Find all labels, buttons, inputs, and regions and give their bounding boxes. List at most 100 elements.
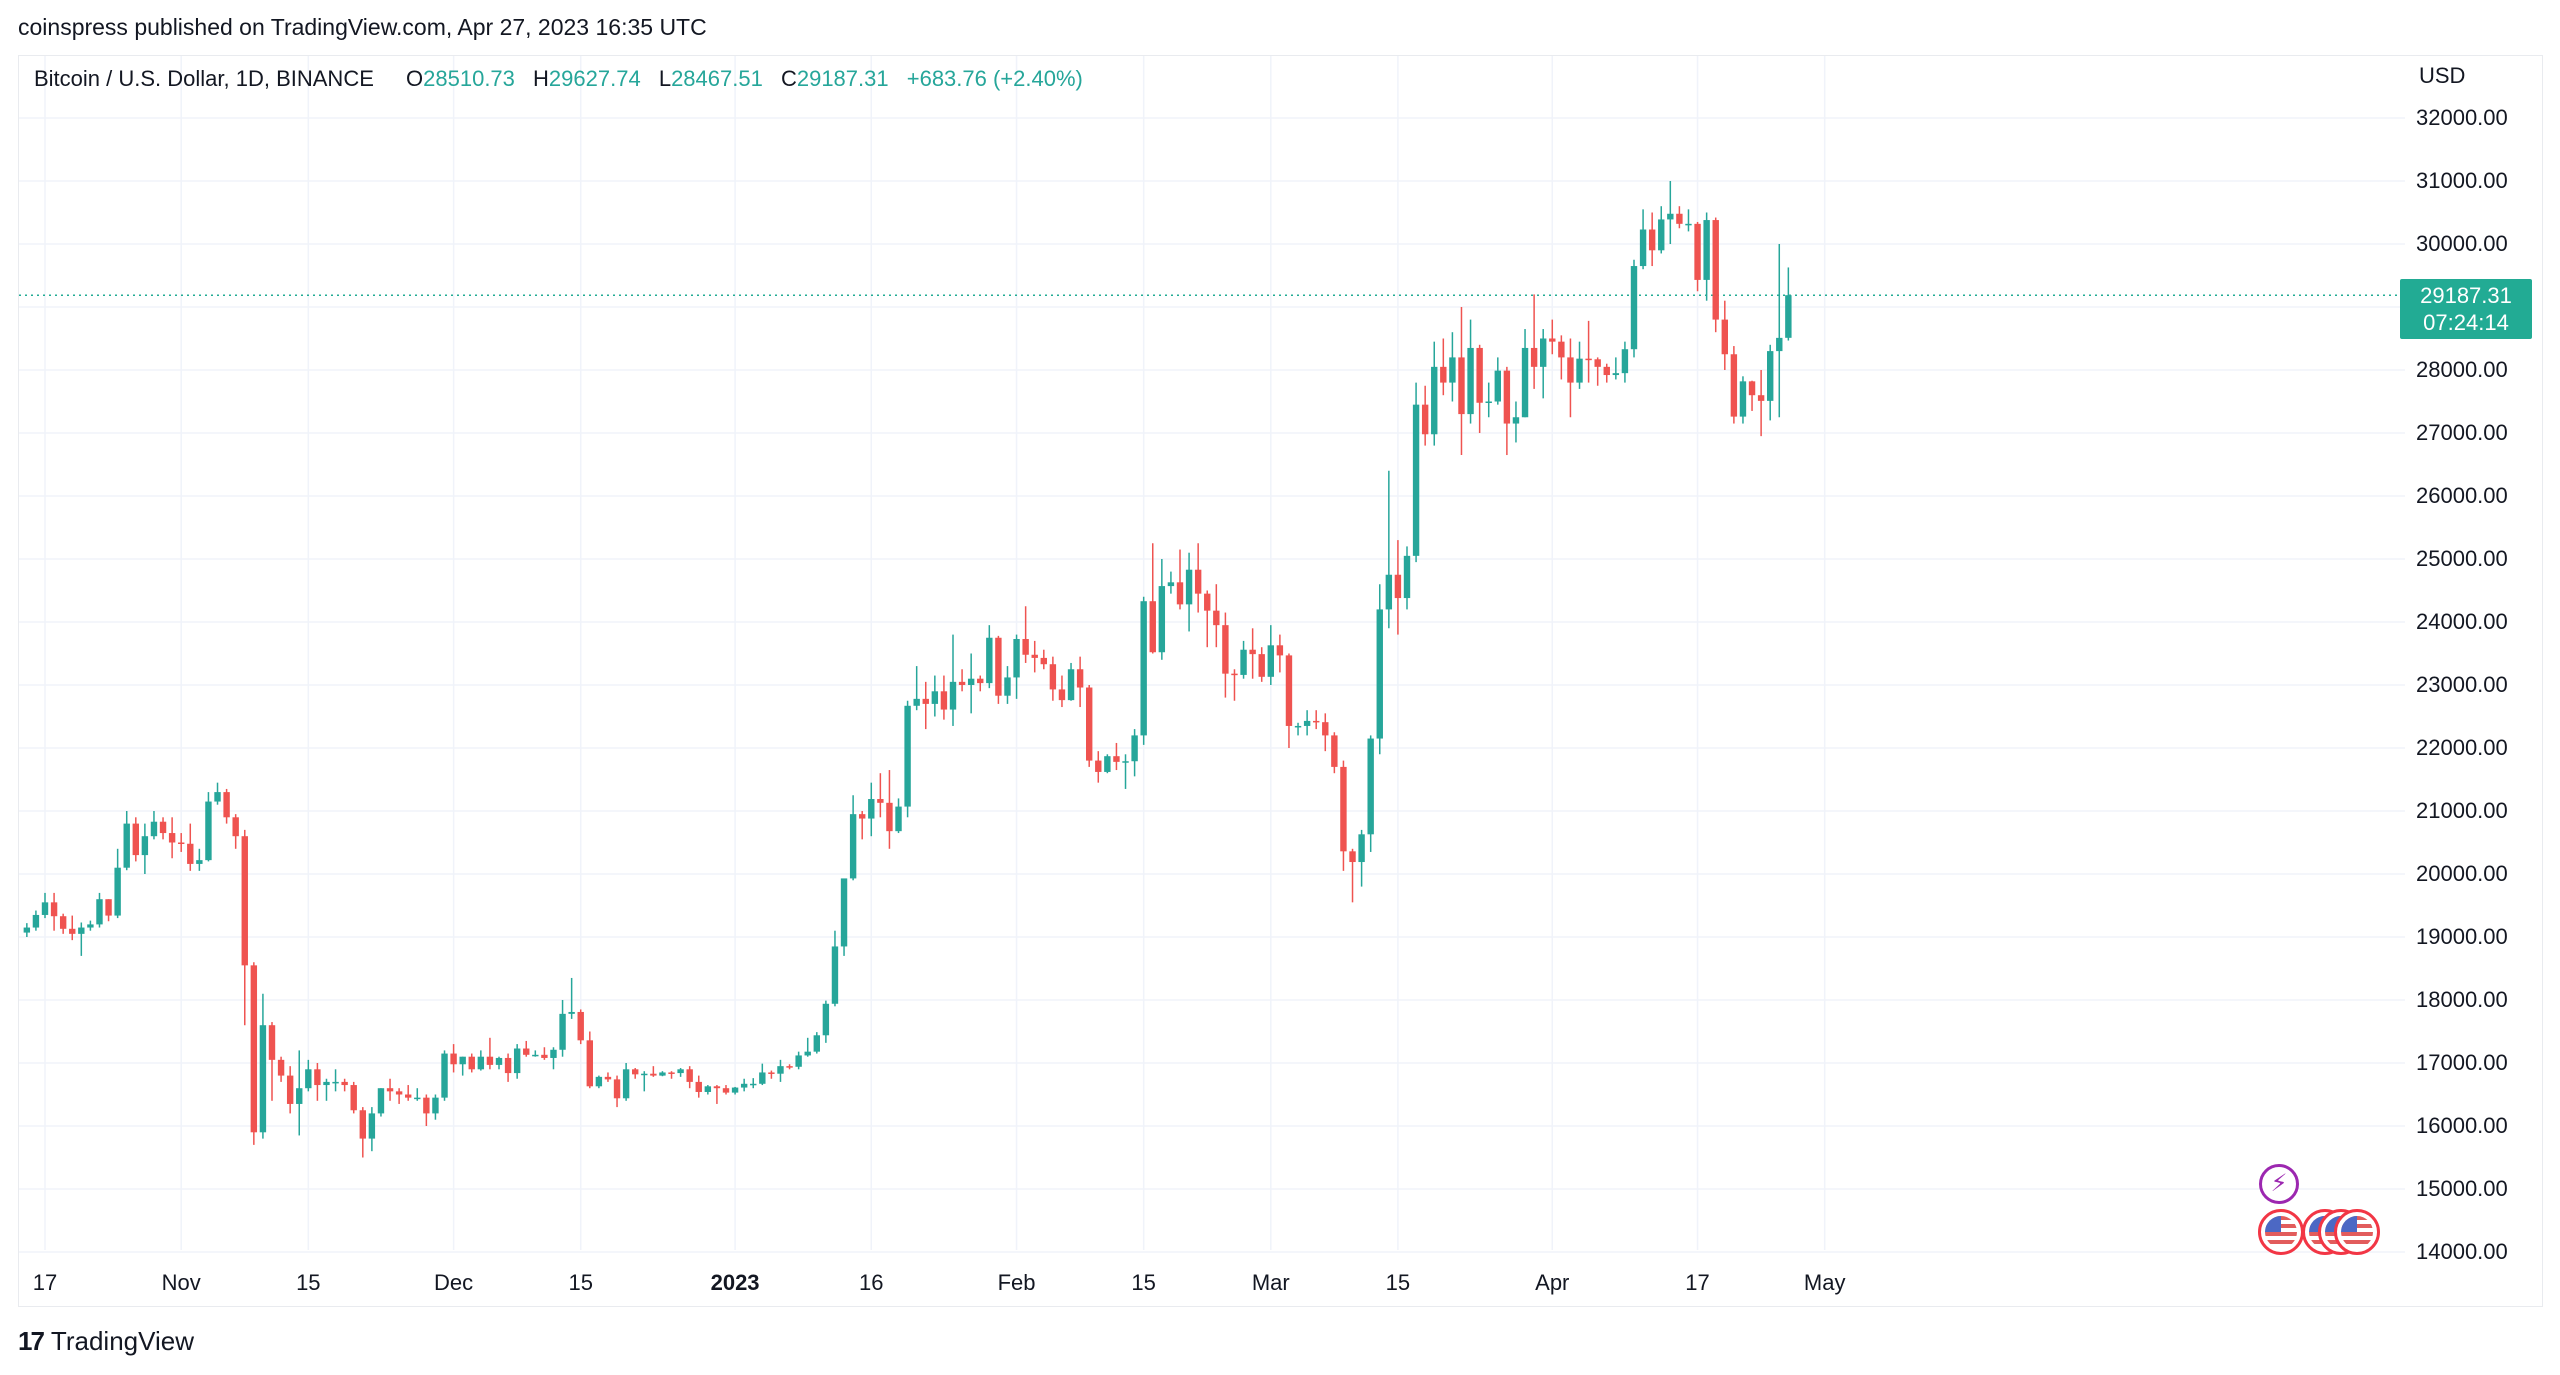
- chart-frame[interactable]: [18, 55, 2543, 1307]
- x-tick-label: 15: [1385, 1270, 1411, 1295]
- tradingview-brand[interactable]: 17 TradingView: [18, 1326, 194, 1357]
- candle-body: [1594, 359, 1601, 367]
- candle: [568, 977, 575, 1019]
- candle-body: [96, 899, 103, 925]
- candle-body: [1549, 338, 1556, 342]
- candle: [205, 792, 212, 862]
- candle-body: [1113, 756, 1120, 762]
- candle-body: [32, 914, 40, 928]
- ohlc-legend[interactable]: Bitcoin / U.S. Dollar, 1D, BINANCE O2851…: [34, 66, 1083, 92]
- candle: [722, 1085, 730, 1095]
- y-tick-label: 26000.00: [2416, 483, 2508, 508]
- candle-body: [613, 1079, 621, 1099]
- candle: [1267, 625, 1274, 685]
- candle-body: [523, 1048, 530, 1055]
- candle: [78, 922, 85, 956]
- candle: [1167, 571, 1175, 594]
- us-flag-icon[interactable]: [2334, 1209, 2380, 1255]
- candle: [995, 635, 1002, 704]
- candle: [23, 923, 31, 937]
- last-price-value: 29187.31: [2420, 283, 2512, 308]
- candle-body: [886, 802, 893, 832]
- candle: [659, 1071, 666, 1077]
- candle-body: [859, 814, 866, 819]
- candle-body: [1331, 735, 1338, 767]
- candle-body: [1294, 725, 1302, 728]
- candle: [1630, 259, 1638, 358]
- candle-body: [722, 1088, 730, 1093]
- candle: [1349, 848, 1356, 903]
- candle: [1612, 357, 1620, 380]
- candle-body: [468, 1056, 475, 1070]
- y-tick-label: 18000.00: [2416, 987, 2508, 1012]
- candle: [1294, 722, 1302, 736]
- candle-body: [168, 833, 176, 843]
- candle-body: [277, 1059, 285, 1076]
- candle-body: [150, 821, 158, 837]
- candle: [913, 666, 920, 711]
- candle: [1767, 344, 1774, 421]
- candle: [232, 814, 239, 849]
- candle-body: [1122, 761, 1129, 763]
- candle: [114, 848, 121, 919]
- candle-body: [1031, 654, 1038, 658]
- candle: [105, 899, 112, 922]
- candle: [1194, 543, 1202, 613]
- candle: [1031, 640, 1038, 673]
- candle-body: [350, 1085, 357, 1111]
- brand-name: TradingView: [50, 1326, 194, 1356]
- y-tick-label: 31000.00: [2416, 168, 2508, 193]
- candle: [795, 1051, 802, 1070]
- candle-body: [314, 1069, 321, 1086]
- candle: [1621, 341, 1629, 383]
- candle: [895, 798, 902, 834]
- flash-icon[interactable]: ⚡: [2259, 1164, 2299, 1204]
- candle-body: [1049, 664, 1057, 690]
- candle-body: [1349, 851, 1356, 863]
- candle-body: [1340, 766, 1347, 852]
- candle-body: [1358, 834, 1365, 863]
- candle-body: [986, 637, 993, 684]
- candle-body: [1421, 404, 1429, 435]
- y-tick-label: 14000.00: [2416, 1239, 2508, 1264]
- y-tick-label: 30000.00: [2416, 231, 2508, 256]
- candle: [268, 1022, 276, 1101]
- candle: [395, 1088, 403, 1104]
- candle-body: [1785, 295, 1792, 338]
- candle: [1331, 732, 1338, 774]
- candle-body: [786, 1066, 793, 1068]
- change-value: +683.76 (+2.40%): [906, 66, 1083, 91]
- candle-body: [1322, 722, 1329, 736]
- candle: [1739, 376, 1747, 424]
- candle: [223, 788, 230, 824]
- candle-body: [1748, 381, 1756, 396]
- candle: [1049, 656, 1057, 701]
- candle: [1576, 341, 1583, 389]
- candle-body: [740, 1083, 748, 1088]
- high-label: H: [533, 66, 549, 91]
- candle: [286, 1066, 294, 1114]
- candle: [414, 1088, 421, 1101]
- us-flag-icon[interactable]: [2258, 1209, 2304, 1255]
- candle: [1403, 546, 1411, 610]
- candle: [1222, 612, 1229, 698]
- candle-body: [995, 637, 1002, 696]
- candle-body: [232, 817, 239, 837]
- high-value: 29627.74: [548, 66, 641, 91]
- candle-body: [1612, 373, 1620, 376]
- candle-body: [395, 1091, 403, 1095]
- candle-body: [486, 1056, 494, 1065]
- x-tick-label: 16: [859, 1270, 884, 1295]
- candle: [1721, 300, 1728, 370]
- candle: [1131, 729, 1138, 777]
- candle: [704, 1085, 712, 1095]
- candle: [1421, 385, 1429, 446]
- candle: [1276, 634, 1284, 673]
- symbol-title[interactable]: Bitcoin / U.S. Dollar, 1D, BINANCE: [34, 66, 374, 91]
- currency-label[interactable]: USD: [2419, 63, 2466, 88]
- candle-body: [1267, 645, 1274, 677]
- candle-body: [1558, 341, 1565, 358]
- candle: [877, 773, 884, 818]
- candle: [123, 811, 130, 871]
